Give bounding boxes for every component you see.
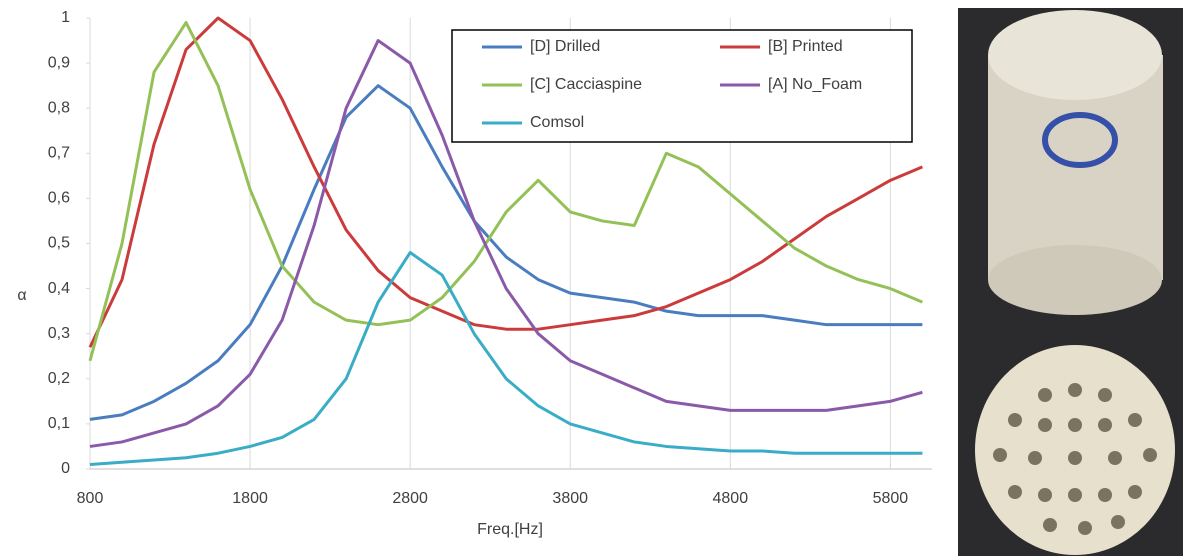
x-tick-label: 3800 [552, 490, 588, 507]
y-tick-label: 0,4 [48, 280, 70, 297]
y-tick-label: 0,6 [48, 190, 70, 207]
legend-box [451, 29, 913, 143]
series-line [89, 84, 923, 421]
y-tick-label: 0,2 [48, 370, 70, 387]
legend-label: [D] Drilled [530, 38, 600, 55]
legend-label: Comsol [530, 114, 584, 131]
y-tick-label: 0 [61, 460, 70, 477]
legend-label: [C] Cacciaspine [530, 76, 642, 93]
y-tick-label: 0,8 [48, 99, 70, 116]
y-tick-label: 0,1 [48, 415, 70, 432]
legend-label: [B] Printed [768, 38, 843, 55]
series-line [88, 16, 923, 348]
x-tick-label: 4800 [713, 490, 749, 507]
x-axis-label: Freq.[Hz] [477, 521, 543, 538]
x-tick-label: 5800 [873, 490, 909, 507]
y-axis-label: α [17, 287, 26, 304]
y-tick-label: 0,3 [48, 325, 70, 342]
y-tick-label: 0,7 [48, 145, 70, 162]
photo [958, 8, 1183, 556]
series-line [88, 21, 923, 362]
x-tick-label: 800 [77, 490, 104, 507]
x-tick-label: 2800 [392, 490, 428, 507]
x-tick-label: 1800 [232, 490, 268, 507]
y-tick-label: 0,5 [48, 235, 70, 252]
series-line [89, 39, 923, 448]
y-tick-label: 1 [61, 9, 70, 26]
y-tick-label: 0,9 [48, 54, 70, 71]
series-line [89, 251, 923, 466]
legend-label: [A] No_Foam [768, 76, 862, 93]
